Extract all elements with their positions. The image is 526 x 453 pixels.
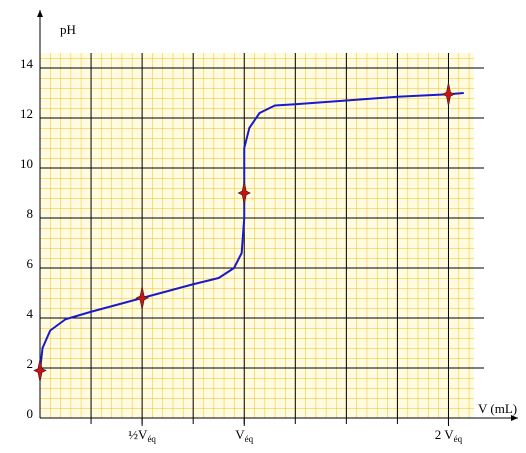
point-marker bbox=[237, 180, 251, 206]
y-axis-label: pH bbox=[60, 22, 76, 37]
x-arrow bbox=[511, 415, 518, 421]
titration-curve bbox=[39, 92, 464, 371]
y-tick-label: 2 bbox=[27, 356, 34, 371]
x-tick-label: 2 Véq bbox=[435, 427, 463, 444]
tick-label-main: ½V bbox=[128, 427, 148, 442]
y-tick-label: 8 bbox=[27, 206, 34, 221]
grid bbox=[40, 53, 484, 426]
x-axis-label: V (mL) bbox=[478, 401, 517, 416]
y-tick-label: 14 bbox=[20, 56, 34, 71]
x-tick-label: ½Véq bbox=[128, 427, 156, 444]
plot bbox=[33, 82, 464, 383]
x-tick-label: Véq bbox=[235, 427, 253, 444]
tick-label-subscript: éq bbox=[454, 434, 463, 444]
tick-label-main: V bbox=[235, 427, 245, 442]
axes bbox=[37, 10, 518, 421]
tick-label-subscript: éq bbox=[147, 434, 156, 444]
y-tick-label: 0 bbox=[27, 406, 34, 421]
tick-label-main: 2 V bbox=[435, 427, 455, 442]
y-arrow bbox=[37, 10, 43, 17]
tick-label-subscript: éq bbox=[245, 434, 254, 444]
point-marker bbox=[33, 358, 47, 383]
y-tick-label: 10 bbox=[20, 156, 33, 171]
y-tick-label: 6 bbox=[27, 256, 34, 271]
y-tick-label: 4 bbox=[27, 306, 34, 321]
y-tick-label: 12 bbox=[20, 106, 33, 121]
point-marker bbox=[441, 82, 456, 107]
minor-grid bbox=[40, 53, 474, 418]
point-marker bbox=[135, 285, 149, 311]
